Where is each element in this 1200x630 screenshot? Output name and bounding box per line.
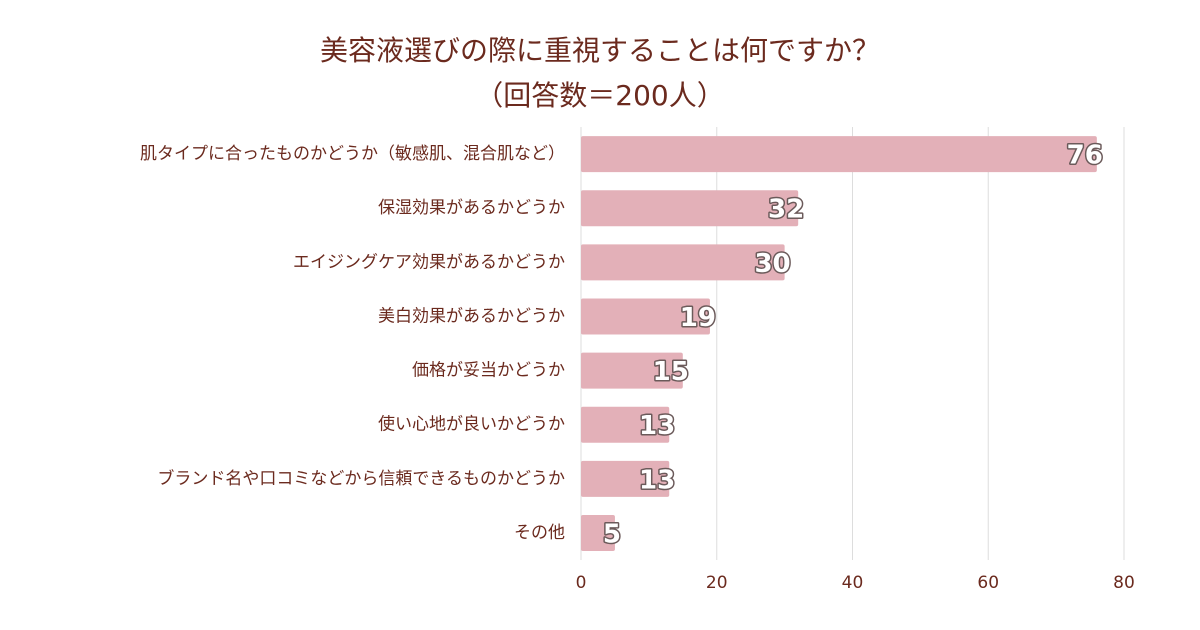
y-tick-label: 美白効果があるかどうか xyxy=(378,306,565,326)
y-tick-label: その他 xyxy=(514,523,565,543)
y-tick-label: エイジングケア効果があるかどうか xyxy=(293,252,565,272)
chart-subtitle: （回答数＝200人） xyxy=(475,79,724,112)
value-label: 30 xyxy=(754,249,790,279)
x-tick-label: 20 xyxy=(706,573,728,593)
x-tick-label: 40 xyxy=(842,573,864,593)
y-tick-label: 肌タイプに合ったものかどうか（敏感肌、混合肌など） xyxy=(140,144,565,164)
value-label: 13 xyxy=(639,411,675,441)
value-label: 15 xyxy=(653,357,689,387)
bar xyxy=(581,244,785,281)
bar xyxy=(581,352,683,389)
value-label: 19 xyxy=(680,303,716,333)
value-label: 32 xyxy=(768,195,804,225)
bar xyxy=(581,460,670,497)
bar xyxy=(581,514,615,551)
bar xyxy=(581,406,670,443)
bar xyxy=(581,136,1097,173)
y-tick-label: 使い心地が良いかどうか xyxy=(378,414,565,435)
value-label: 76 xyxy=(1067,141,1103,171)
value-label: 13 xyxy=(639,465,675,495)
bar xyxy=(581,190,799,227)
x-tick-label: 0 xyxy=(576,573,587,593)
y-tick-label: 価格が妥当かどうか xyxy=(412,361,565,381)
value-label: 5 xyxy=(603,519,621,549)
x-tick-label: 60 xyxy=(977,573,999,593)
chart-title: 美容液選びの際に重視することは何ですか？ xyxy=(320,34,880,67)
y-tick-label: ブランド名や口コミなどから信頼できるものかどうか xyxy=(157,468,565,489)
y-tick-label: 保湿効果があるかどうか xyxy=(378,198,565,218)
x-tick-label: 80 xyxy=(1113,573,1135,593)
bar xyxy=(581,298,710,335)
